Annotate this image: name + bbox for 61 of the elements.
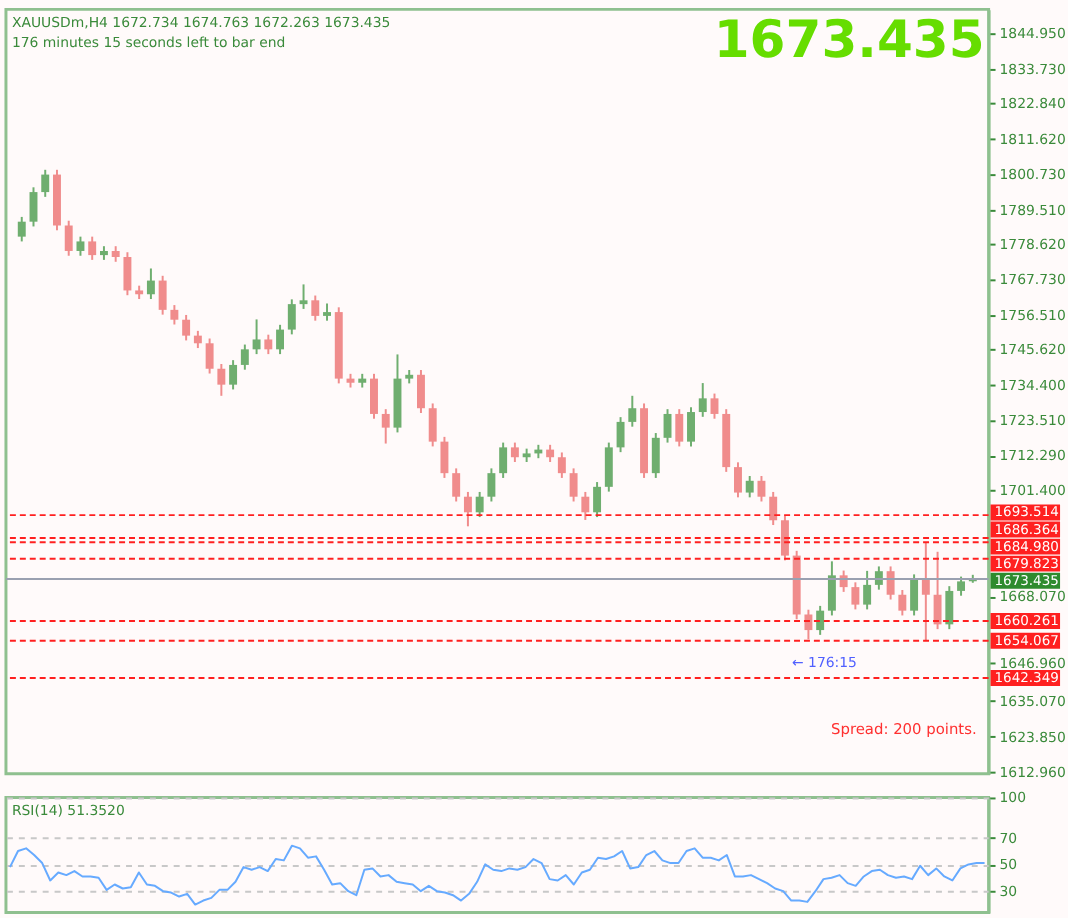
candlestick — [158, 274, 167, 316]
candlestick — [651, 432, 660, 479]
candlestick — [276, 323, 285, 356]
candlestick — [182, 313, 191, 342]
candlestick — [381, 408, 390, 445]
candlestick — [41, 168, 50, 198]
candlestick — [628, 394, 637, 428]
candlestick — [557, 451, 566, 479]
candlestick — [452, 467, 461, 503]
candlestick — [440, 435, 449, 479]
candlestick — [510, 441, 519, 464]
candlestick — [287, 298, 296, 336]
candlestick — [863, 569, 872, 611]
candlestick — [827, 560, 836, 617]
candlestick — [816, 604, 825, 636]
candlestick — [217, 362, 226, 397]
candlestick — [910, 573, 919, 617]
candlestick — [687, 406, 695, 448]
line-series — [8, 844, 986, 906]
candlestick — [734, 461, 742, 499]
candlestick — [240, 343, 249, 371]
candlestick — [898, 588, 907, 617]
candlestick — [616, 416, 625, 454]
candlestick — [593, 481, 602, 519]
candlestick — [146, 267, 155, 301]
candlestick — [88, 235, 97, 261]
candlestick — [170, 304, 179, 326]
candlestick — [804, 608, 813, 641]
candlestick — [64, 219, 73, 257]
candlestick — [499, 441, 508, 479]
candlestick — [769, 490, 778, 527]
candlestick — [123, 251, 132, 297]
candlestick — [252, 318, 261, 356]
candlestick — [581, 490, 590, 521]
candlestick — [957, 575, 966, 597]
candlestick — [311, 294, 320, 322]
candlestick — [851, 581, 860, 611]
candlestick — [264, 333, 273, 356]
candlestick — [921, 541, 930, 642]
candlestick — [487, 467, 496, 503]
candlestick — [428, 402, 437, 448]
annotation: 1673.435 — [713, 11, 985, 72]
candlestick — [17, 215, 26, 243]
candlestick — [933, 550, 942, 631]
candlestick — [757, 475, 766, 503]
candlestick — [205, 337, 214, 375]
candlestick — [698, 382, 707, 418]
candlestick — [945, 585, 954, 631]
candlestick — [370, 372, 378, 420]
candlestick — [604, 441, 613, 493]
candlestick — [745, 475, 754, 499]
candlestick — [886, 565, 895, 601]
candlestick — [76, 235, 85, 257]
candlestick — [416, 369, 425, 414]
candlestick — [675, 408, 684, 448]
candlestick — [710, 392, 719, 420]
candlestick — [475, 490, 484, 519]
candlestick — [229, 359, 238, 391]
candlestick — [463, 490, 472, 528]
candlestick — [299, 283, 308, 310]
candlestick — [569, 467, 578, 503]
